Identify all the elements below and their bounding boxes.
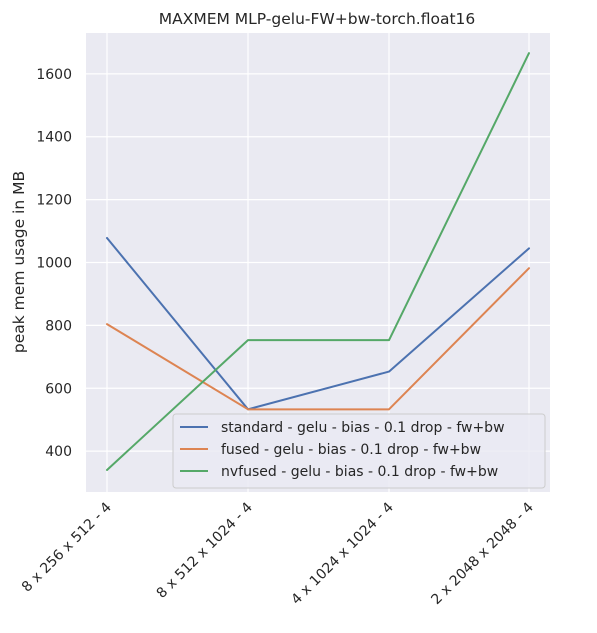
chart-title: MAXMEM MLP-gelu-FW+bw-torch.float16 (159, 10, 476, 28)
y-tick-label: 1200 (36, 193, 72, 209)
y-tick-label: 600 (45, 381, 72, 397)
y-tick-label: 1000 (36, 256, 72, 272)
legend-label-1: fused - gelu - bias - 0.1 drop - fw+bw (221, 442, 481, 458)
series-line-0 (106, 236, 530, 411)
legend-label-2: nvfused - gelu - bias - 0.1 drop - fw+bw (221, 464, 498, 480)
x-tick-label: 4 x 1024 x 1024 - 4 (288, 499, 397, 608)
series-line-1 (106, 267, 530, 411)
x-axis-ticks: 8 x 256 x 512 - 4 8 x 512 x 1024 - 4 4 x 1… (19, 499, 537, 608)
legend: standard - gelu - bias - 0.1 drop - fw+b… (172, 413, 546, 489)
series-line-2 (106, 52, 530, 471)
legend-box (172, 413, 546, 489)
x-tick-label: 8 x 512 x 1024 - 4 (154, 499, 256, 601)
y-axis-label: peak mem usage in MB (10, 171, 28, 353)
y-tick-label: 400 (45, 444, 72, 460)
x-tick-label: 8 x 256 x 512 - 4 (19, 499, 115, 595)
x-tick-label: 2 x 2048 x 2048 - 4 (428, 499, 537, 608)
legend-label-0: standard - gelu - bias - 0.1 drop - fw+b… (221, 420, 505, 436)
series-lines (106, 52, 530, 471)
y-tick-label: 1600 (36, 67, 72, 83)
y-tick-label: 1400 (36, 130, 72, 146)
y-axis-ticks: 400 600 800 1000 1200 1400 1600 (36, 67, 72, 460)
y-tick-label: 800 (45, 318, 72, 334)
